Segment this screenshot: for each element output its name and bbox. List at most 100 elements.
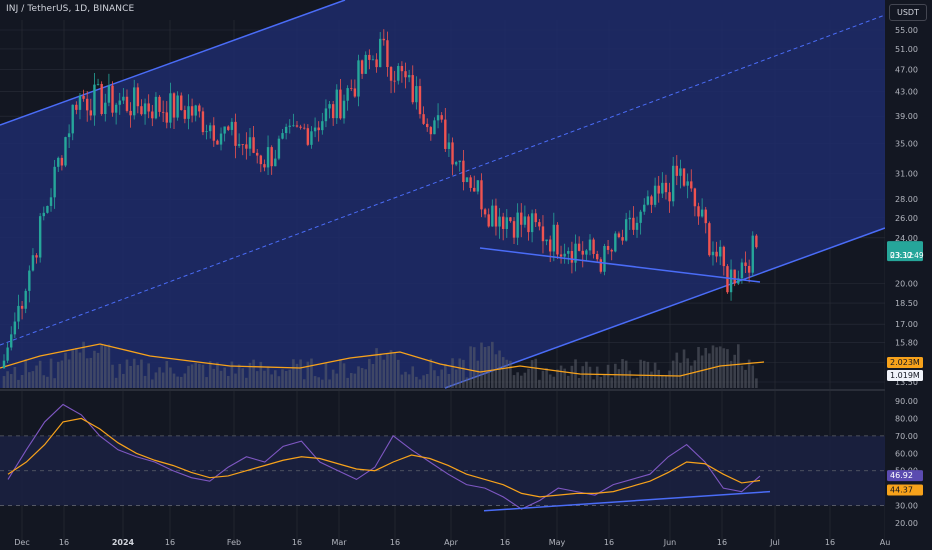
candle-body [527,216,530,233]
volume-bar [230,361,234,388]
volume-bar [440,369,443,388]
candle-body [67,133,71,138]
volume-bar [509,360,512,388]
candle-body [400,66,404,72]
candle-body [719,246,722,257]
volume-bar [223,367,226,388]
volume-bar [114,377,118,388]
volume-bar [733,354,736,388]
volume-bar [273,370,277,388]
candle-body [93,84,96,116]
time-tick-label: 16 [717,538,727,547]
volume-bar [364,369,368,388]
candle-body [715,251,718,257]
volume-bar [176,376,179,388]
candle-body [711,251,715,256]
candle-body [436,115,440,121]
volume-bar [132,358,136,388]
candle-body [368,54,371,60]
volume-bar [744,369,747,388]
candle-body [552,224,556,252]
volume-bar [67,359,71,388]
volume-bar [281,369,284,388]
candle-body [17,305,20,322]
time-tick-label: Apr [444,538,459,547]
volume-bar [447,373,451,388]
volume-bar [386,353,389,388]
candle-body [491,205,494,227]
volume-bar [187,365,190,388]
volume-bar [599,376,603,388]
candle-body [505,217,508,229]
candle-body [122,96,125,101]
rsi-badge: 46.92 [890,471,913,480]
candle-body [299,126,302,128]
time-tick-label: Jun [663,538,677,547]
price-axis[interactable]: 55.00 51.00 47.00 43.00 39.00 35.00 31.00 28.00… [885,20,932,550]
volume-bar [349,373,353,388]
volume-bar [212,368,216,388]
candle-body [690,181,693,189]
volume-bar [404,371,407,388]
candle-body [415,86,418,103]
candle-body [563,253,566,257]
volume-bar [346,377,349,388]
candle-body [208,125,212,132]
volume-bar [216,362,219,388]
candle-body [270,147,273,167]
volume-bar [13,366,17,388]
currency-button[interactable]: USDT [889,4,927,21]
volume-bar [462,359,465,388]
volume-bar [632,378,635,388]
volume-bar [42,375,46,388]
candle-body [234,121,237,146]
volume-bar [31,371,35,388]
candle-body [49,197,53,206]
candle-body [75,104,78,110]
volume-bar [205,377,208,388]
candle-body [104,102,107,115]
candle-body [534,213,537,223]
volume-bar [263,370,266,388]
candle-body [295,125,299,127]
candle-body [151,111,154,119]
candle-body [172,93,176,118]
candle-body [556,224,559,255]
time-axis[interactable]: Dec 16 2024 16 Feb 16 Mar 16 Apr 16 May 16 Jun 16 Jul 1… [14,538,890,547]
candle-body [494,205,498,227]
volume-bar [20,374,24,388]
volume-bar [476,360,480,388]
volume-bar [505,359,509,388]
volume-bar [635,377,639,388]
candle-body [375,59,378,68]
volume-bar [664,375,668,388]
volume-bar [324,362,328,388]
price-tick-label: 17.00 [895,320,918,329]
candle-body [85,98,89,111]
candle-body [227,126,230,130]
volume-bar [686,358,689,388]
candle-body [259,155,263,165]
volume-bar [657,369,661,388]
candle-body [364,54,367,74]
volume-bar [35,365,38,388]
volume-bar [125,359,129,388]
candle-body [397,66,400,81]
candle-body [422,114,425,124]
volume-bar [85,358,89,388]
candle-body [469,177,472,188]
candle-body [393,80,396,82]
candle-body [433,120,436,135]
candle-body [180,95,183,111]
volume-bar [375,348,378,388]
volume-bar [603,374,606,388]
volume-bar [270,374,273,388]
candle-body [737,278,740,284]
volume-bar [96,352,100,388]
channel-upper-line [0,0,346,126]
volume-bar [563,368,566,388]
volume-bar [491,341,494,388]
volume-bar [9,374,13,388]
volume-bar [704,347,708,388]
